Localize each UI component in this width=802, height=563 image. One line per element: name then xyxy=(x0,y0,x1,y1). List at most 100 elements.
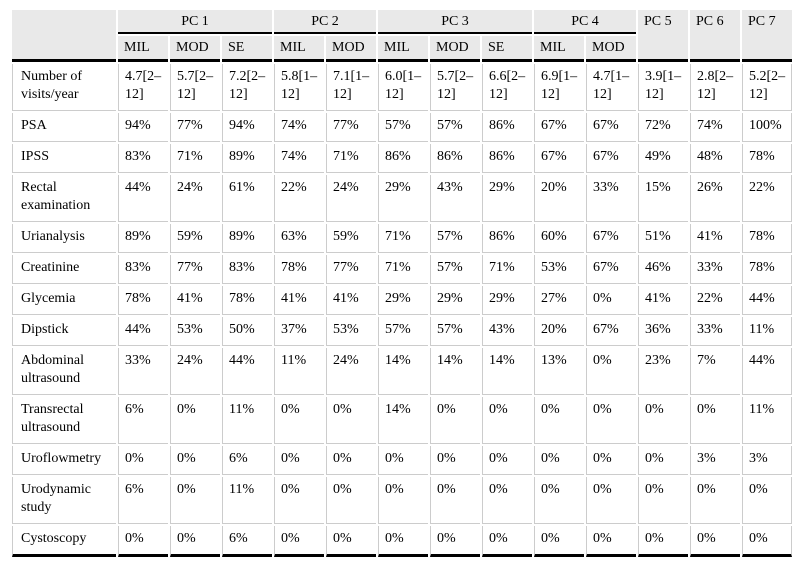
table-cell: 29% xyxy=(378,175,428,222)
pc-column-header: PC 7 xyxy=(742,10,792,62)
table-cell: 53% xyxy=(170,317,220,346)
table-cell: 33% xyxy=(690,255,740,284)
table-cell: 22% xyxy=(742,175,792,222)
table-row: Creatinine 83% 77% 83% 78% 77% 71% 57% 71% 53% 67%… xyxy=(12,255,792,284)
table-cell: 41% xyxy=(326,286,376,315)
table-cell: 33% xyxy=(586,175,636,222)
table-cell: 41% xyxy=(638,286,688,315)
table-cell: 13% xyxy=(534,348,584,395)
table-cell: 29% xyxy=(482,286,532,315)
pc-column-header: PC 5 xyxy=(638,10,688,62)
table-cell: 59% xyxy=(326,224,376,253)
table-cell: 7.2[2–12] xyxy=(222,64,272,111)
row-label: Transrectal ultrasound xyxy=(12,397,116,444)
table-row: IPSS 83% 71% 89% 74% 71% 86% 86% 86% 67% 67% 49% 48%… xyxy=(12,144,792,173)
row-label: Number of visits/year xyxy=(12,64,116,111)
table-cell: 89% xyxy=(118,224,168,253)
table-cell: 51% xyxy=(638,224,688,253)
table-cell: 0% xyxy=(482,397,532,444)
table-cell: 0% xyxy=(638,477,688,524)
table-row: Rectal examination 44% 24% 61% 22% 24% 29% 43% 2… xyxy=(12,175,792,222)
subcolumn-header: MIL xyxy=(534,36,584,62)
table-cell: 0% xyxy=(378,526,428,557)
table-cell: 22% xyxy=(690,286,740,315)
table-cell: 0% xyxy=(482,446,532,475)
table-cell: 0% xyxy=(638,446,688,475)
table-cell: 77% xyxy=(170,255,220,284)
table-cell: 3% xyxy=(742,446,792,475)
table-cell: 0% xyxy=(638,397,688,444)
table-cell: 0% xyxy=(326,446,376,475)
table-cell: 24% xyxy=(326,348,376,395)
table-cell: 77% xyxy=(170,113,220,142)
table-cell: 57% xyxy=(430,255,480,284)
table-cell: 0% xyxy=(430,477,480,524)
table-cell: 7.1[1–12] xyxy=(326,64,376,111)
subcolumn-header: MOD xyxy=(430,36,480,62)
table-cell: 71% xyxy=(482,255,532,284)
subcolumn-header: SE xyxy=(482,36,532,62)
table-cell: 6.6[2–12] xyxy=(482,64,532,111)
table-cell: 0% xyxy=(378,446,428,475)
table-cell: 57% xyxy=(430,317,480,346)
table-cell: 2.8[2–12] xyxy=(690,64,740,111)
table-cell: 67% xyxy=(534,144,584,173)
table-cell: 0% xyxy=(170,477,220,524)
table-cell: 83% xyxy=(222,255,272,284)
table-cell: 29% xyxy=(430,286,480,315)
header-row-subcols: MIL MOD SE MIL MOD MIL MOD SE MIL MOD xyxy=(12,36,792,62)
table-cell: 11% xyxy=(742,397,792,444)
subcolumn-header: MOD xyxy=(170,36,220,62)
table-cell: 0% xyxy=(534,446,584,475)
row-label: Glycemia xyxy=(12,286,116,315)
table-cell: 43% xyxy=(482,317,532,346)
table-cell: 0% xyxy=(586,446,636,475)
table-cell: 4.7[1–12] xyxy=(586,64,636,111)
pc-column-header: PC 6 xyxy=(690,10,740,62)
table-cell: 67% xyxy=(534,113,584,142)
table-row: Glycemia 78% 41% 78% 41% 41% 29% 29% 29% 27% 0% 41%… xyxy=(12,286,792,315)
subcolumn-header: MIL xyxy=(378,36,428,62)
table-cell: 0% xyxy=(118,526,168,557)
table-cell: 0% xyxy=(170,397,220,444)
table-cell: 0% xyxy=(690,397,740,444)
table-cell: 14% xyxy=(482,348,532,395)
table-cell: 33% xyxy=(118,348,168,395)
table-cell: 0% xyxy=(586,526,636,557)
table-cell: 44% xyxy=(742,286,792,315)
table-row: Uroflowmetry 0% 0% 6% 0% 0% 0% 0% 0% 0% 0% 0% 3% 3% xyxy=(12,446,792,475)
table-cell: 22% xyxy=(274,175,324,222)
table-cell: 78% xyxy=(742,255,792,284)
table-cell: 44% xyxy=(118,317,168,346)
table-cell: 46% xyxy=(638,255,688,284)
subcolumn-header: MOD xyxy=(586,36,636,62)
table-cell: 0% xyxy=(378,477,428,524)
header-row-groups: PC 1 PC 2 PC 3 PC 4 PC 5 PC 6 PC 7 xyxy=(12,10,792,62)
table-row: Dipstick 44% 53% 50% 37% 53% 57% 57% 43% 20% 67% 36… xyxy=(12,317,792,346)
row-label: Creatinine xyxy=(12,255,116,284)
table-cell: 63% xyxy=(274,224,324,253)
table-cell: 61% xyxy=(222,175,272,222)
table-cell: 0% xyxy=(482,526,532,557)
table-cell: 57% xyxy=(430,113,480,142)
column-group-header: PC 2 xyxy=(274,10,376,34)
column-group-header: PC 4 xyxy=(534,10,636,34)
table-cell: 6% xyxy=(222,526,272,557)
table-cell: 41% xyxy=(170,286,220,315)
table-cell: 44% xyxy=(222,348,272,395)
table-cell: 0% xyxy=(534,477,584,524)
table-cell: 0% xyxy=(326,397,376,444)
row-label: Rectal examination xyxy=(12,175,116,222)
table-cell: 86% xyxy=(378,144,428,173)
table-cell: 24% xyxy=(170,348,220,395)
table-row: Abdominal ultrasound 33% 24% 44% 11% 24% 14% 14… xyxy=(12,348,792,395)
table-cell: 6% xyxy=(222,446,272,475)
table-cell: 0% xyxy=(170,526,220,557)
row-label-header-corner xyxy=(12,10,116,62)
table-cell: 71% xyxy=(378,224,428,253)
table-cell: 67% xyxy=(586,113,636,142)
table-cell: 67% xyxy=(586,255,636,284)
table-cell: 7% xyxy=(690,348,740,395)
table-cell: 71% xyxy=(170,144,220,173)
table-cell: 14% xyxy=(378,397,428,444)
